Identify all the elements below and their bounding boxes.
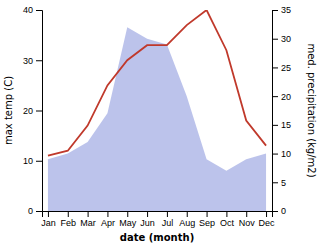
y-axis-tick-mark <box>36 60 42 61</box>
x-axis-tick-mark <box>226 211 227 217</box>
x-axis-title: date (month) <box>120 232 194 243</box>
y-axis-tick-mark <box>36 211 42 212</box>
x-axis: Jan FebMar Apr MayJun Jul Aug Sep Oct NovDec <box>41 211 275 228</box>
x-axis-tick-mark <box>88 211 89 217</box>
y2-axis-tick: 20 <box>272 92 291 102</box>
y2-axis-tick: 15 <box>272 120 291 130</box>
y2-axis-tick: 5 <box>272 178 286 188</box>
x-axis-tick-label: Apr <box>101 218 115 228</box>
y2-axis-tick-label: 0 <box>281 206 286 216</box>
y2-axis-tick-label: 20 <box>281 92 291 102</box>
x-axis-tick: Jul <box>162 211 174 228</box>
x-axis-tick: Mar <box>80 211 96 228</box>
marks <box>48 10 266 211</box>
y-axis-title: max temp (C) <box>3 76 14 145</box>
y-axis-tick-label: 20 <box>23 106 33 116</box>
y2-axis-tick-mark <box>272 125 278 126</box>
x-axis-tick-mark <box>246 211 247 217</box>
y-axis-tick: 20 <box>23 106 42 116</box>
y2-axis-tick-label: 10 <box>281 149 291 159</box>
x-axis-tick-mark <box>187 211 188 217</box>
x-axis-line <box>43 212 273 218</box>
y2-axis-tick-mark <box>272 67 278 68</box>
y-axis-tick: 10 <box>23 156 42 166</box>
x-axis-tick-mark <box>127 211 128 217</box>
x-axis-tick: Nov <box>239 211 256 228</box>
y-axis-tick-label: 40 <box>23 5 33 15</box>
y-axis-line <box>36 11 43 212</box>
x-axis-tick-label: Jan <box>41 218 56 228</box>
x-axis-tick: Jun <box>140 211 155 228</box>
precipitation-area <box>48 27 266 211</box>
x-axis-tick-mark <box>48 211 49 217</box>
y-axis-tick: 0 <box>28 206 42 216</box>
x-axis-tick-mark <box>266 211 267 217</box>
plot: Jan FebMar Apr MayJun Jul Aug Sep Oct NovDec 0 10 2… <box>23 5 291 228</box>
x-axis-tick-mark <box>167 211 168 217</box>
y2-axis-tick-label: 35 <box>281 5 291 15</box>
y2-axis-tick-mark <box>272 39 278 40</box>
chart: Jan FebMar Apr MayJun Jul Aug Sep Oct NovDec 0 10 2… <box>0 0 318 247</box>
x-axis-tick-label: Jul <box>162 218 174 228</box>
y2-axis-tick-mark <box>272 96 278 97</box>
x-axis-tick-mark <box>207 211 208 217</box>
y2-axis-tick-mark <box>272 182 278 183</box>
y-axis: 0 10 20 30 40 <box>23 5 43 216</box>
y2-axis-tick: 35 <box>272 5 291 15</box>
y-axis-tick-label: 0 <box>28 206 33 216</box>
y-axis-tick: 40 <box>23 5 42 15</box>
x-axis-tick-label: Feb <box>61 218 77 228</box>
x-axis-tick: Jan <box>41 211 56 228</box>
y2-axis-tick: 0 <box>272 206 286 216</box>
x-axis-tick: May <box>119 211 137 228</box>
y-axis-tick-mark <box>36 111 42 112</box>
y2-axis-line <box>273 11 279 212</box>
x-axis-tick: Dec <box>259 211 276 228</box>
y2-axis-tick-label: 25 <box>281 63 291 73</box>
y2-axis-tick-label: 15 <box>281 120 291 130</box>
temperature-line <box>48 10 266 156</box>
y2-axis-tick: 30 <box>272 34 291 44</box>
y2-axis: 0 5 10 15 20 25 30 35 <box>272 5 291 216</box>
y2-axis-tick-label: 5 <box>281 178 286 188</box>
y-axis-tick: 30 <box>23 56 42 66</box>
y2-axis-tick-label: 30 <box>281 34 291 44</box>
x-axis-tick: Aug <box>179 211 195 228</box>
x-axis-tick: Oct <box>220 211 235 228</box>
y2-axis-tick: 25 <box>272 63 291 73</box>
y-axis-tick-label: 30 <box>23 56 33 66</box>
x-axis-tick-label: Jun <box>140 218 155 228</box>
y2-axis-tick: 10 <box>272 149 291 159</box>
x-axis-tick: Apr <box>101 211 115 228</box>
y-axis-tick-label: 10 <box>23 156 33 166</box>
y2-axis-title: med. precipitation (kg/m2) <box>306 43 317 177</box>
x-axis-tick-mark <box>147 211 148 217</box>
y2-axis-tick-mark <box>272 10 278 11</box>
y2-axis-tick-mark <box>272 154 278 155</box>
x-axis-tick-mark <box>107 211 108 217</box>
x-axis-tick-label: Dec <box>259 218 276 228</box>
x-axis-tick-label: Aug <box>179 218 195 228</box>
x-axis-tick-label: Nov <box>239 218 256 228</box>
y-axis-tick-mark <box>36 161 42 162</box>
x-axis-tick-label: Oct <box>220 218 235 228</box>
x-axis-tick-mark <box>68 211 69 217</box>
x-axis-tick-label: Sep <box>199 218 215 228</box>
y-axis-tick-mark <box>36 10 42 11</box>
x-axis-tick-label: May <box>119 218 137 228</box>
y2-axis-tick-mark <box>272 211 278 212</box>
x-axis-tick: Sep <box>199 211 215 228</box>
x-axis-tick: Feb <box>61 211 77 228</box>
x-axis-tick-label: Mar <box>80 218 96 228</box>
